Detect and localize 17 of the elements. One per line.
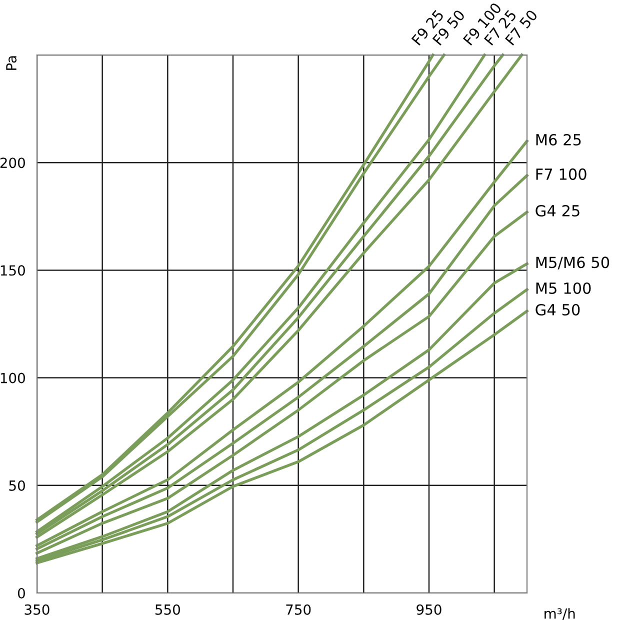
y-tick-label: 200 xyxy=(0,158,25,168)
x-axis-title: m³/h xyxy=(544,608,575,620)
series-label: M5/M6 50 xyxy=(536,256,610,270)
y-tick-label: 50 xyxy=(9,480,25,491)
y-tick-label: 100 xyxy=(0,372,25,384)
y-axis-title: Pa xyxy=(6,56,17,70)
series-label: M6 25 xyxy=(536,134,581,146)
series-label: M5 100 xyxy=(536,282,591,294)
series-label: F7 100 xyxy=(536,168,586,180)
series-label: G4 50 xyxy=(536,304,580,316)
y-tick-label: 150 xyxy=(0,265,25,276)
series-label: G4 25 xyxy=(536,204,580,217)
x-tick-label: 550 xyxy=(155,604,180,615)
y-tick-label: 0 xyxy=(18,588,25,598)
x-tick-label: 750 xyxy=(286,604,311,615)
x-tick-label: 950 xyxy=(416,604,442,615)
x-tick-label: 350 xyxy=(24,604,50,615)
